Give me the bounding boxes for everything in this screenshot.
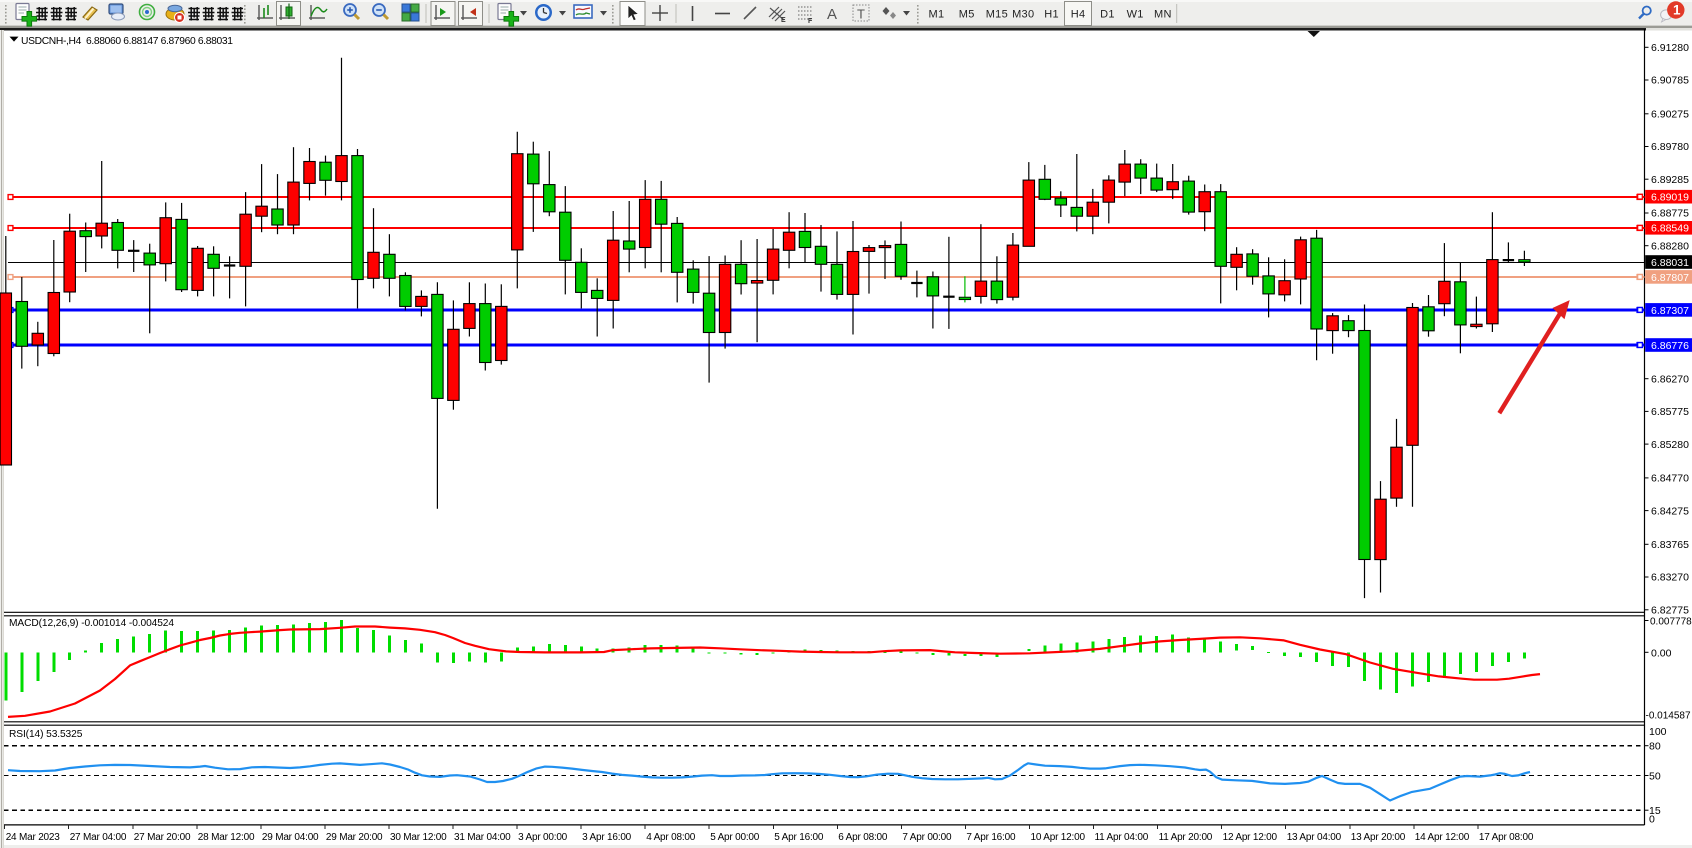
svg-text:6.86776: 6.86776 xyxy=(1651,340,1689,352)
svg-text:6.90275: 6.90275 xyxy=(1651,109,1689,121)
svg-text:USDCNH-,H4 6.88060 6.88147 6.: USDCNH-,H4 6.88060 6.88147 6.87960 6.880… xyxy=(21,36,233,47)
svg-text:6.88280: 6.88280 xyxy=(1651,240,1689,252)
svg-text:W1: W1 xyxy=(1127,9,1144,21)
svg-text:6.83765: 6.83765 xyxy=(1651,539,1689,551)
svg-text:M1: M1 xyxy=(929,9,945,21)
svg-text:11 Apr 04:00: 11 Apr 04:00 xyxy=(1095,832,1149,843)
svg-text:H1: H1 xyxy=(1044,9,1059,21)
svg-text:6.89019: 6.89019 xyxy=(1651,192,1689,204)
svg-text:24 Mar 2023: 24 Mar 2023 xyxy=(6,832,61,843)
svg-text:D1: D1 xyxy=(1100,9,1115,21)
svg-text:17 Apr 08:00: 17 Apr 08:00 xyxy=(1479,832,1534,843)
svg-text:E: E xyxy=(781,17,786,24)
svg-text:10 Apr 12:00: 10 Apr 12:00 xyxy=(1031,832,1086,843)
svg-text:29 Mar 20:00: 29 Mar 20:00 xyxy=(326,832,383,843)
svg-text:6.82775: 6.82775 xyxy=(1651,605,1689,617)
svg-text:6.85775: 6.85775 xyxy=(1651,406,1689,418)
svg-text:H4: H4 xyxy=(1071,9,1086,21)
svg-text:M15: M15 xyxy=(986,9,1008,21)
svg-text:6.87807: 6.87807 xyxy=(1651,272,1689,284)
svg-text:F: F xyxy=(808,18,813,25)
svg-text:27 Mar 20:00: 27 Mar 20:00 xyxy=(134,832,191,843)
svg-text:0.007778: 0.007778 xyxy=(1650,617,1692,628)
svg-text:MACD(12,26,9) -0.001014 -0.004: MACD(12,26,9) -0.001014 -0.004524 xyxy=(9,618,174,629)
svg-text:6.84770: 6.84770 xyxy=(1651,473,1689,485)
svg-text:13 Apr 20:00: 13 Apr 20:00 xyxy=(1351,832,1406,843)
svg-text:A: A xyxy=(827,6,837,23)
svg-text:28 Mar 12:00: 28 Mar 12:00 xyxy=(198,832,255,843)
svg-text:50: 50 xyxy=(1649,771,1661,783)
svg-text:6.88549: 6.88549 xyxy=(1651,223,1689,235)
svg-text:6.89285: 6.89285 xyxy=(1651,174,1689,186)
svg-text:6.84275: 6.84275 xyxy=(1651,505,1689,517)
svg-text:15: 15 xyxy=(1649,805,1661,817)
svg-text:14 Apr 12:00: 14 Apr 12:00 xyxy=(1415,832,1470,843)
svg-text:0.00: 0.00 xyxy=(1651,647,1672,659)
svg-text:4 Apr 08:00: 4 Apr 08:00 xyxy=(646,832,696,843)
svg-text:-0.014587: -0.014587 xyxy=(1646,711,1691,722)
svg-text:29 Mar 04:00: 29 Mar 04:00 xyxy=(262,832,319,843)
svg-text:11 Apr 20:00: 11 Apr 20:00 xyxy=(1159,832,1213,843)
svg-text:100: 100 xyxy=(1649,726,1667,738)
svg-text:30 Mar 12:00: 30 Mar 12:00 xyxy=(390,832,447,843)
svg-text:6.90785: 6.90785 xyxy=(1651,75,1689,87)
svg-text:31 Mar 04:00: 31 Mar 04:00 xyxy=(454,832,511,843)
svg-text:RSI(14) 53.5325: RSI(14) 53.5325 xyxy=(9,729,83,740)
svg-text:5 Apr 16:00: 5 Apr 16:00 xyxy=(774,832,824,843)
svg-text:3 Apr 00:00: 3 Apr 00:00 xyxy=(518,832,568,843)
svg-text:6.83270: 6.83270 xyxy=(1651,572,1689,584)
svg-text:M30: M30 xyxy=(1012,9,1034,21)
svg-text:6.88775: 6.88775 xyxy=(1651,208,1689,220)
svg-text:6 Apr 08:00: 6 Apr 08:00 xyxy=(838,832,888,843)
svg-text:12 Apr 12:00: 12 Apr 12:00 xyxy=(1223,832,1278,843)
svg-text:6.91280: 6.91280 xyxy=(1651,42,1689,54)
svg-text:M5: M5 xyxy=(959,9,975,21)
svg-text:0: 0 xyxy=(1649,814,1655,826)
svg-text:1: 1 xyxy=(1673,3,1681,18)
svg-text:6.89780: 6.89780 xyxy=(1651,141,1689,153)
svg-text:27 Mar 04:00: 27 Mar 04:00 xyxy=(70,832,127,843)
svg-text:6.88031: 6.88031 xyxy=(1651,257,1689,269)
svg-text:6.87307: 6.87307 xyxy=(1651,305,1689,317)
svg-text:80: 80 xyxy=(1649,741,1661,753)
svg-text:T: T xyxy=(857,7,865,22)
svg-text:6.85280: 6.85280 xyxy=(1651,439,1689,451)
svg-text:7 Apr 16:00: 7 Apr 16:00 xyxy=(966,832,1016,843)
svg-text:13 Apr 04:00: 13 Apr 04:00 xyxy=(1287,832,1342,843)
svg-text:7 Apr 00:00: 7 Apr 00:00 xyxy=(902,832,952,843)
svg-text:MN: MN xyxy=(1154,9,1172,21)
svg-text:6.86270: 6.86270 xyxy=(1651,373,1689,385)
svg-text:3 Apr 16:00: 3 Apr 16:00 xyxy=(582,832,632,843)
svg-text:5 Apr 00:00: 5 Apr 00:00 xyxy=(710,832,760,843)
